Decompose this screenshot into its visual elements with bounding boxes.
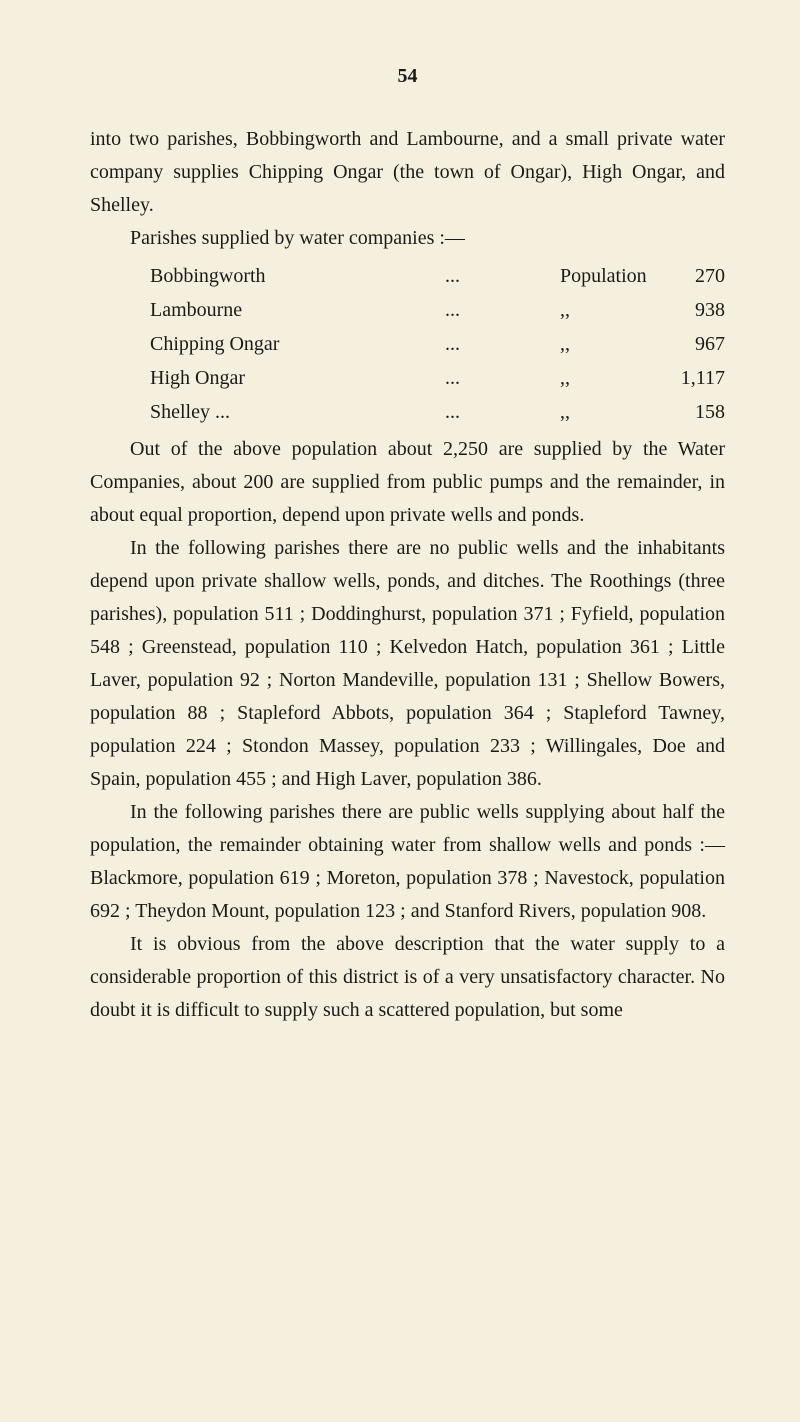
paragraph-4: In the following parishes there are no p… (90, 532, 725, 796)
parish-population: ,, 938 (545, 293, 725, 327)
parish-population: ,, 1,117 (545, 361, 725, 395)
parish-table: Bobbingworth ... Population 270 Lambourn… (150, 259, 725, 429)
parish-dots: ... (445, 293, 460, 327)
parish-dots: ... (445, 361, 460, 395)
parish-population: ,, 967 (545, 327, 725, 361)
page-content: 54 into two parishes, Bobbingworth and L… (0, 0, 800, 1087)
page-number: 54 (90, 60, 725, 93)
parish-row: Lambourne ... ,, 938 (150, 293, 725, 327)
parish-dots: ... (445, 395, 460, 429)
parish-dots: ... (445, 259, 460, 293)
parish-name: Chipping Ongar (150, 327, 360, 361)
parish-name: Shelley ... (150, 395, 360, 429)
parish-row: High Ongar ... ,, 1,117 (150, 361, 725, 395)
parish-name: Lambourne (150, 293, 360, 327)
parish-row: Chipping Ongar ... ,, 967 (150, 327, 725, 361)
paragraph-6: It is obvious from the above description… (90, 928, 725, 1027)
parish-dots: ... (445, 327, 460, 361)
paragraph-5: In the following parishes there are publ… (90, 796, 725, 928)
parish-name: High Ongar (150, 361, 360, 395)
parish-population: ,, 158 (545, 395, 725, 429)
parish-row: Shelley ... ... ,, 158 (150, 395, 725, 429)
parish-intro: Parishes supplied by water companies :— (90, 222, 725, 255)
parish-row: Bobbingworth ... Population 270 (150, 259, 725, 293)
paragraph-1: into two parishes, Bobbingworth and Lamb… (90, 123, 725, 222)
parish-name: Bobbingworth (150, 259, 360, 293)
parish-population: Population 270 (545, 259, 725, 293)
paragraph-3: Out of the above population about 2,250 … (90, 433, 725, 532)
